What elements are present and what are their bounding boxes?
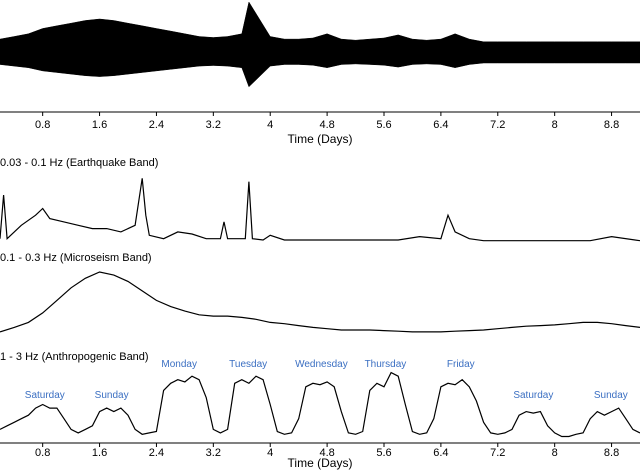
panel-title: 1 - 3 Hz (Anthropogenic Band) [0,351,149,363]
x-tick-label: 2.4 [149,119,164,131]
x-tick-label: 8 [552,447,558,459]
x-tick-label: 4.8 [319,119,334,131]
x-tick-label: 1.6 [92,119,107,131]
x-tick-label: 1.6 [92,447,107,459]
x-tick-label: 8.8 [604,119,619,131]
x-tick-label: 7.2 [490,119,505,131]
x-axis-label: Time (Days) [288,132,353,146]
day-label: Wednesday [295,359,348,370]
x-tick-label: 7.2 [490,447,505,459]
x-axis-label: Time (Days) [288,456,353,470]
panel-title: 0.1 - 0.3 Hz (Microseism Band) [0,252,152,264]
day-label: Friday [447,359,475,370]
x-tick-label: 8.8 [604,447,619,459]
x-tick-label: 2.4 [149,447,164,459]
trace [0,178,640,242]
x-tick-label: 4 [267,119,273,131]
x-tick-label: 0.8 [35,447,50,459]
day-label: Sunday [594,390,628,401]
x-tick-label: 6.4 [433,119,448,131]
day-label: Sunday [95,390,129,401]
x-tick-label: 0.8 [35,119,50,131]
day-label: Tuesday [229,359,267,370]
x-tick-label: 5.6 [376,447,391,459]
x-tick-label: 3.2 [206,119,221,131]
trace [0,271,640,333]
x-tick-label: 4 [267,447,273,459]
seismogram [0,1,640,88]
day-label: Thursday [365,359,407,370]
day-label: Saturday [513,390,553,401]
x-tick-label: 8 [552,119,558,131]
x-tick-label: 4.8 [319,447,334,459]
day-label: Saturday [25,390,65,401]
x-tick-label: 6.4 [433,447,448,459]
day-label: Monday [161,359,197,370]
trace [0,371,640,438]
panel-title: 0.03 - 0.1 Hz (Earthquake Band) [0,157,158,169]
x-tick-label: 5.6 [376,119,391,131]
x-tick-label: 3.2 [206,447,221,459]
